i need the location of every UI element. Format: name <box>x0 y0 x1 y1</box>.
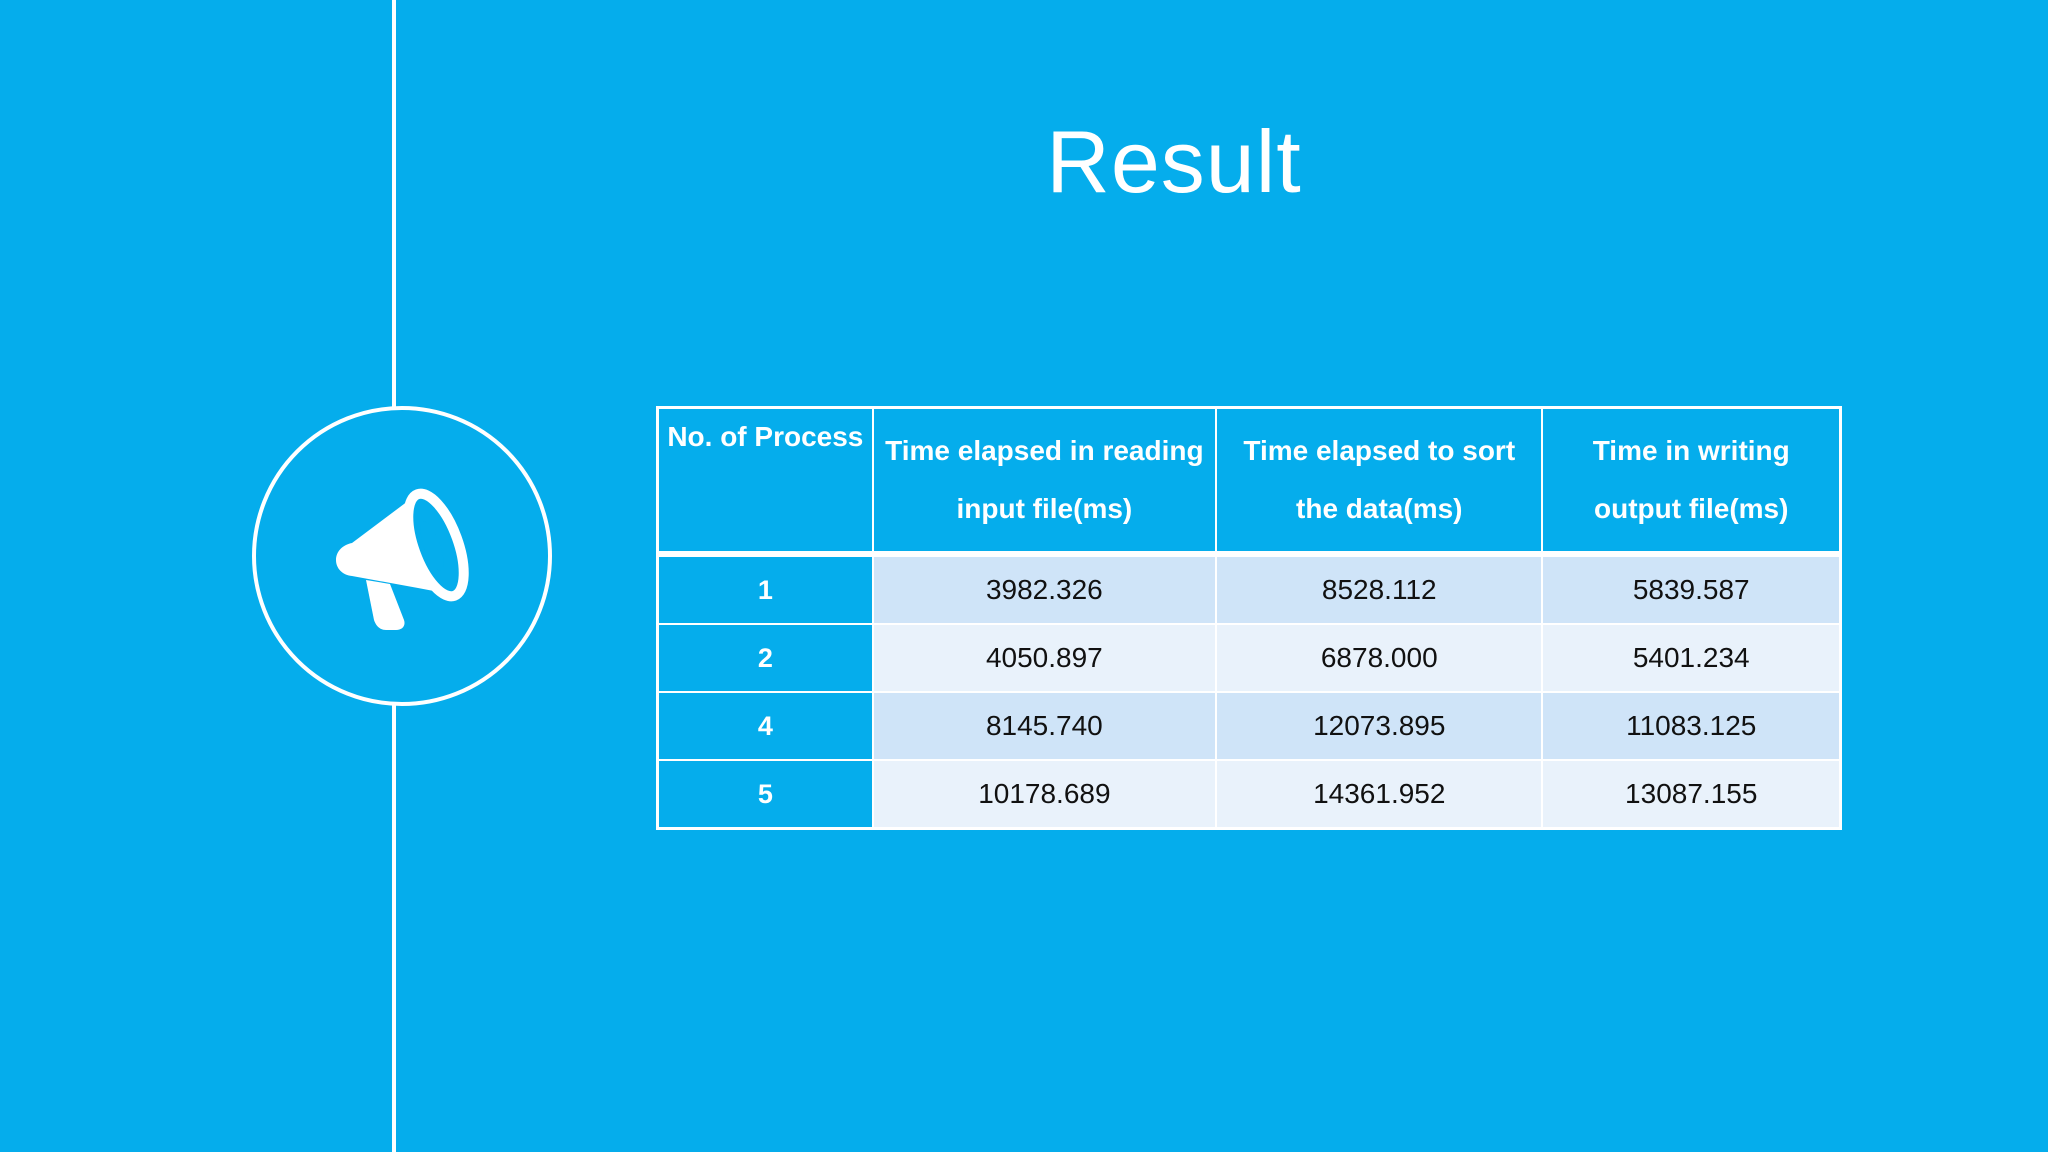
cell-read-time: 8145.740 <box>871 691 1218 761</box>
header-line: Time in writing <box>1592 435 1790 466</box>
header-line: No. of Process <box>667 421 864 452</box>
table-row: 4 8145.740 12073.895 11083.125 <box>656 691 1842 761</box>
cell-sort-time: 14361.952 <box>1215 759 1544 830</box>
cell-sort-time: 12073.895 <box>1215 691 1544 761</box>
cell-read-time: 3982.326 <box>871 553 1218 625</box>
header-time-sort: Time elapsed to sort the data(ms) <box>1215 406 1544 557</box>
cell-sort-time: 6878.000 <box>1215 623 1544 693</box>
header-line: input file(ms) <box>956 493 1133 524</box>
header-line: output file(ms) <box>1594 493 1789 524</box>
table-row: 1 3982.326 8528.112 5839.587 <box>656 553 1842 625</box>
timeline-line-top <box>392 0 396 408</box>
table-row: 2 4050.897 6878.000 5401.234 <box>656 623 1842 693</box>
header-line: the data(ms) <box>1296 493 1463 524</box>
results-table: No. of Process Time elapsed in reading i… <box>656 406 1842 830</box>
cell-sort-time: 8528.112 <box>1215 553 1544 625</box>
header-line: Time elapsed to sort <box>1243 435 1516 466</box>
header-time-writing: Time in writing output file(ms) <box>1541 406 1842 557</box>
cell-read-time: 4050.897 <box>871 623 1218 693</box>
timeline-line-bottom <box>392 704 396 1152</box>
cell-process: 5 <box>656 759 874 830</box>
cell-write-time: 13087.155 <box>1541 759 1842 830</box>
icon-circle <box>252 406 552 706</box>
cell-write-time: 11083.125 <box>1541 691 1842 761</box>
table-header-row: No. of Process Time elapsed in reading i… <box>656 406 1842 557</box>
table-row: 5 10178.689 14361.952 13087.155 <box>656 759 1842 830</box>
cell-process: 4 <box>656 691 874 761</box>
cell-write-time: 5401.234 <box>1541 623 1842 693</box>
megaphone-icon <box>336 488 469 630</box>
cell-process: 1 <box>656 553 874 625</box>
cell-write-time: 5839.587 <box>1541 553 1842 625</box>
header-no-of-process: No. of Process <box>656 406 874 557</box>
cell-process: 2 <box>656 623 874 693</box>
page-title: Result <box>1046 112 1302 211</box>
header-line: Time elapsed in reading <box>885 435 1204 466</box>
header-time-reading: Time elapsed in reading input file(ms) <box>871 406 1218 557</box>
cell-read-time: 10178.689 <box>871 759 1218 830</box>
